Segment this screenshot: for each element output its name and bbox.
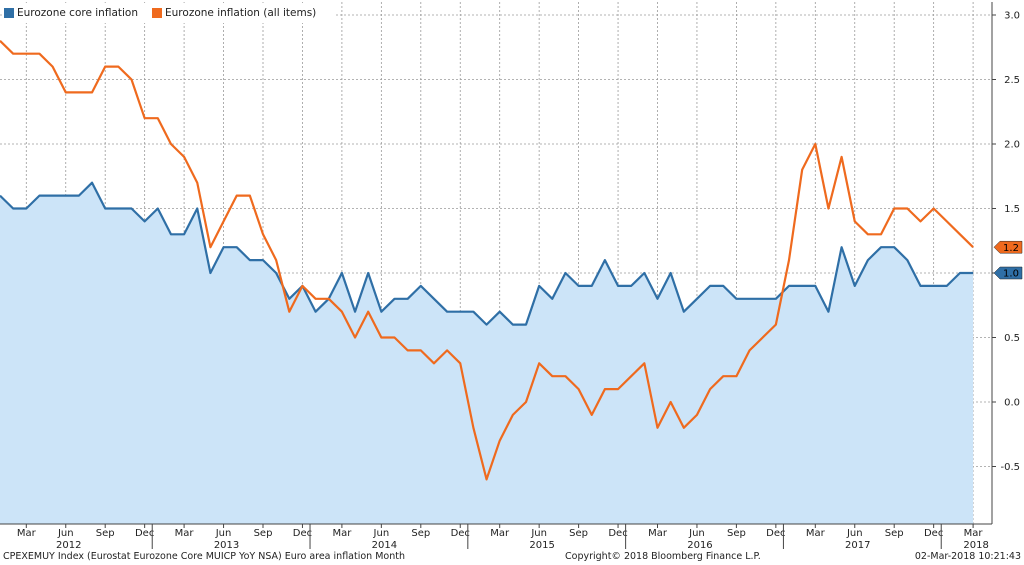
legend-label-all-items: Eurozone inflation (all items) — [165, 7, 317, 19]
core-last-value-label: 1.0 — [1003, 269, 1019, 280]
legend-label-core: Eurozone core inflation — [17, 7, 139, 19]
x-year-label: 2013 — [214, 540, 239, 551]
x-month-label: Dec — [451, 528, 470, 539]
x-month-label: Jun — [530, 528, 547, 539]
x-month-label: Sep — [885, 528, 904, 539]
x-month-label: Jun — [373, 528, 390, 539]
legend: Eurozone core inflation Eurozone inflati… — [2, 3, 337, 23]
x-year-label: 2012 — [56, 540, 81, 551]
x-year-label: 2018 — [963, 540, 988, 551]
y-tick-label: 1.5 — [1004, 204, 1020, 215]
all-items-last-value-label: 1.2 — [1003, 243, 1019, 254]
x-month-label: Mar — [490, 528, 510, 539]
x-month-label: Dec — [135, 528, 154, 539]
x-month-label: Mar — [17, 528, 37, 539]
x-year-label: 2014 — [372, 540, 397, 551]
x-month-label: Sep — [254, 528, 273, 539]
x-month-label: Mar — [175, 528, 195, 539]
axes: -0.5 0.0 0.5 1.0 1.5 2.0 2.5 3.0 Mar Jun Sep Dec Mar… — [0, 2, 1020, 551]
y-tick-label: -0.5 — [1000, 462, 1020, 473]
legend-swatch-core — [4, 8, 14, 18]
x-month-label: Jun — [215, 528, 232, 539]
y-tick-label: 3.0 — [1004, 11, 1020, 22]
footer-copyright: Copyright© 2018 Bloomberg Finance L.P. — [565, 551, 761, 562]
y-tick-label: 0.0 — [1004, 398, 1020, 409]
x-month-label: Jun — [688, 528, 705, 539]
all-items-inflation-line — [0, 40, 974, 481]
x-year-label: 2016 — [687, 540, 712, 551]
chart-footer: CPEXEMUY Index (Eurostat Eurozone Core M… — [0, 550, 1024, 565]
x-month-label: Jun — [57, 528, 74, 539]
x-year-label: 2015 — [529, 540, 554, 551]
x-month-label: Sep — [411, 528, 430, 539]
legend-swatch-all-items — [152, 8, 163, 18]
x-month-label: Mar — [648, 528, 668, 539]
x-month-label: Jun — [846, 528, 863, 539]
core-area-fill — [0, 182, 974, 524]
x-month-label: Dec — [293, 528, 312, 539]
x-year-label: 2017 — [845, 540, 870, 551]
series-lines — [0, 40, 974, 481]
core-inflation-area — [0, 182, 974, 524]
footer-source: CPEXEMUY Index (Eurostat Eurozone Core M… — [3, 551, 405, 562]
legend-item-all-items: Eurozone inflation (all items) — [152, 7, 316, 19]
x-month-label: Mar — [806, 528, 826, 539]
x-month-label: Dec — [766, 528, 785, 539]
last-value-tags: 1.0 1.2 — [993, 240, 1023, 280]
x-month-label: Mar — [332, 528, 352, 539]
x-month-label: Mar — [964, 528, 984, 539]
x-month-label: Sep — [727, 528, 746, 539]
core-inflation-line — [0, 181, 974, 326]
x-month-label: Dec — [924, 528, 943, 539]
x-month-label: Dec — [608, 528, 627, 539]
core-last-value-tag — [993, 266, 1023, 280]
y-tick-label: 2.5 — [1004, 75, 1020, 86]
y-tick-label: 2.0 — [1004, 140, 1020, 151]
legend-item-core: Eurozone core inflation — [4, 7, 138, 19]
y-tick-label: 0.5 — [1004, 333, 1020, 344]
x-month-label: Sep — [96, 528, 115, 539]
x-month-label: Sep — [569, 528, 588, 539]
all-items-last-value-tag — [993, 240, 1023, 254]
footer-timestamp: 02-Mar-2018 10:21:43 — [914, 551, 1021, 562]
